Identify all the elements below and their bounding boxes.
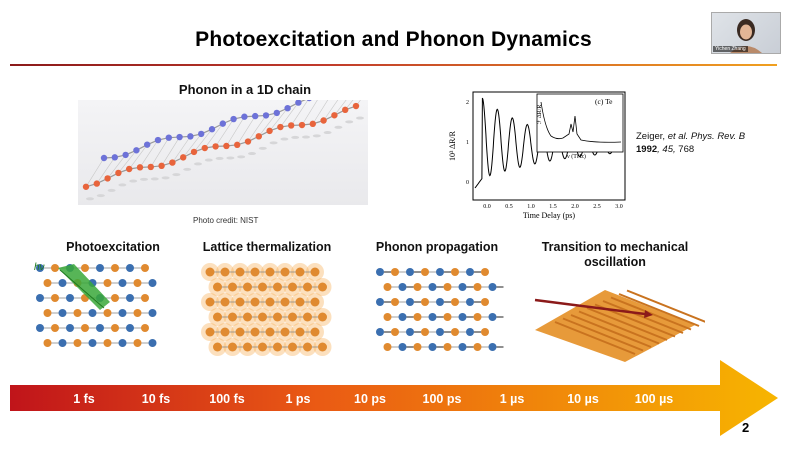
title-divider xyxy=(10,64,777,66)
laser-beam xyxy=(534,298,646,316)
phonon-chain-illustration xyxy=(82,78,378,201)
x-tick-label: 2.0 xyxy=(571,204,579,210)
inset-ylabel: ℱ ΔR/R xyxy=(536,105,543,124)
propagation-lattice-illustration xyxy=(376,268,504,351)
stage-mechanical-title: Transition to mechanical oscillation xyxy=(541,240,689,269)
photo-credit: Photo credit: NIST xyxy=(193,216,259,225)
cantilever-stripes xyxy=(554,289,705,355)
plot-ylabel: 10³ ΔR/R xyxy=(448,130,457,161)
laser-arrow-icon xyxy=(644,310,653,318)
x-tick-label: 2.5 xyxy=(593,204,601,210)
timescale-arrow xyxy=(10,360,778,436)
mechanical-oscillation-illustration xyxy=(534,289,705,362)
stage-propagation-title: Phonon propagation xyxy=(375,240,499,254)
y-tick-label: 0 xyxy=(466,180,469,186)
timescale-tick: 100 fs xyxy=(209,392,245,406)
x-tick-label: 3.0 xyxy=(615,204,623,210)
timescale-tick: 1 fs xyxy=(73,392,95,406)
webcam-thumbnail[interactable]: Yichen Zhang xyxy=(711,12,781,54)
timescale-tick: 10 µs xyxy=(567,392,599,406)
timescale-tick: 1 µs xyxy=(499,392,525,406)
x-tick-labels: 0.0 0.5 1.0 1.5 2.0 2.5 3.0 xyxy=(483,204,623,210)
hv-label: hν xyxy=(34,262,45,273)
webcam-name-label: Yichen Zhang xyxy=(713,46,748,52)
x-tick-label: 1.0 xyxy=(527,204,535,210)
lattice-2 xyxy=(201,263,332,356)
x-tick-label: 0.0 xyxy=(483,204,491,210)
stage-thermalization-title: Lattice thermalization xyxy=(202,240,332,254)
x-tick-label: 1.5 xyxy=(549,204,557,210)
citation-page: 768 xyxy=(675,144,695,155)
timescale-tick: 10 ps xyxy=(354,392,386,406)
timescale-tick: 100 µs xyxy=(634,392,674,406)
timescale-tick: 10 fs xyxy=(141,392,171,406)
citation-authors: Zeiger, xyxy=(636,131,668,142)
light-pulse-icon xyxy=(58,264,110,310)
citation: Zeiger, et al. Phys. Rev. B 1992, 45, 76… xyxy=(636,130,781,156)
citation-journal: et al. Phys. Rev. B xyxy=(667,131,746,142)
citation-year: 1992 xyxy=(636,144,658,155)
lattice-3 xyxy=(376,268,504,351)
inset-xlabel: ν (THz) xyxy=(567,153,586,160)
plot-xlabel: Time Delay (ps) xyxy=(523,211,575,220)
thermalization-lattice-illustration xyxy=(201,263,332,356)
slide-title: Photoexcitation and Phonon Dynamics xyxy=(195,28,592,51)
timescale-tick: 100 ps xyxy=(422,392,462,406)
stage-photoexcitation-title: Photoexcitation xyxy=(66,240,160,254)
y-tick-label: 1 xyxy=(466,140,469,146)
photoexcitation-lattice-illustration: hν xyxy=(34,262,157,347)
reflectivity-plot-svg: (c) Te ν (THz) ℱ ΔR/R 0.0 0.5 1.0 1.5 2.0 2.5… xyxy=(448,91,626,220)
chain-figure-title: Phonon in a 1D chain xyxy=(178,82,312,97)
y-tick-label: 2 xyxy=(466,100,469,106)
page-number: 2 xyxy=(742,420,750,435)
inset-label: (c) Te xyxy=(595,97,613,106)
inset-trace xyxy=(540,101,622,143)
y-tick-labels: 2 1 0 xyxy=(466,100,469,186)
reflectivity-plot: (c) Te ν (THz) ℱ ΔR/R 0.0 0.5 1.0 1.5 2.0 2.5… xyxy=(445,88,630,220)
lattice-1 xyxy=(36,264,157,347)
citation-volume: , 45, xyxy=(657,144,676,155)
timescale-tick: 1 ps xyxy=(285,392,311,406)
phonon-chain-photo xyxy=(78,78,378,205)
x-tick-label: 0.5 xyxy=(505,204,513,210)
